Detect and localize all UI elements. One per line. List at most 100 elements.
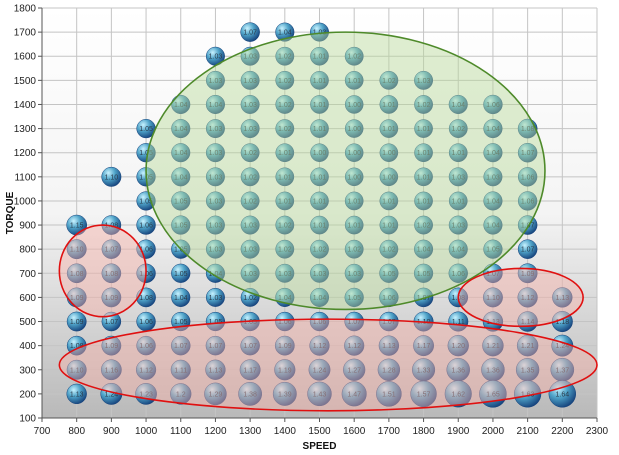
bubble-value-label: 1.06 [139, 319, 153, 326]
y-tick-label: 800 [19, 245, 36, 256]
bubble-value-label: 1.13 [382, 343, 396, 350]
x-tick-label: 1500 [308, 426, 331, 437]
bubble-value-label: 1.03 [209, 174, 223, 181]
bubble-value-label: 1.04 [486, 223, 500, 230]
bubble-value-label: 1.07 [243, 343, 257, 350]
bubble-value-label: 1.04 [486, 126, 500, 133]
bubble [240, 215, 260, 235]
bubble-value-label: 1.02 [417, 102, 431, 109]
bubble [171, 143, 191, 163]
bubble-value-label: 1.01 [347, 198, 361, 205]
bubble-value-label: 1.20 [451, 343, 465, 350]
bubble-value-label: 1.05 [174, 198, 188, 205]
red-highlight-ellipse [58, 224, 147, 318]
bubble-value-label: 1.43 [313, 391, 327, 398]
bubble-value-label: 1.17 [243, 367, 257, 374]
bubble-value-label: 1.35 [521, 367, 535, 374]
green-highlight-ellipse [145, 31, 546, 311]
bubble-value-label: 1.03 [209, 295, 223, 302]
bubble [310, 95, 329, 114]
bubble-value-label: 1.03 [209, 54, 223, 61]
bubble-value-label: 1.02 [278, 54, 292, 61]
bubble [309, 335, 330, 356]
bubble [205, 119, 225, 139]
bubble [379, 70, 399, 90]
bubble-value-label: 1.06 [486, 102, 500, 109]
bubble-value-label: 1.24 [556, 343, 570, 350]
bubble [344, 335, 365, 356]
x-tick-label: 1700 [378, 426, 401, 437]
bubble-value-label: 1.2 [176, 391, 186, 398]
x-tick-label: 1900 [447, 426, 470, 437]
bubble [275, 239, 295, 259]
bubble-value-label: 1.00 [347, 150, 361, 157]
bubble [170, 383, 192, 405]
bubble [552, 287, 573, 308]
bubble-value-label: 1.01 [313, 174, 327, 181]
bubble [482, 311, 504, 332]
bubble-value-label: 1.05 [243, 319, 257, 326]
bubble [310, 191, 329, 211]
bubble [309, 287, 330, 307]
bubble [274, 359, 296, 381]
bubble-value-label: 1.37 [556, 367, 570, 374]
bubble-value-label: 1.02 [382, 247, 396, 254]
bubble [240, 70, 260, 90]
bubble [310, 71, 329, 90]
bubble [66, 359, 87, 380]
bubble-value-label: 1.07 [521, 247, 535, 254]
bubble [310, 143, 329, 162]
bubble-value-label: 1.00 [382, 150, 396, 157]
bubble-value-label: 1.02 [278, 102, 292, 109]
bubble [66, 239, 87, 260]
bubble-value-label: 1.16 [105, 367, 119, 374]
bubble [448, 215, 468, 235]
bubble-value-label: 1.04 [278, 30, 292, 37]
bubble-value-label: 1.04 [174, 102, 188, 109]
bubble-value-label: 1.04 [451, 247, 465, 254]
bubble [378, 335, 400, 356]
y-tick-label: 1400 [14, 100, 37, 111]
bubble [66, 383, 87, 405]
bubble-value-label: 1.01 [313, 102, 327, 109]
bubble [275, 119, 295, 138]
x-tick-label: 1200 [204, 426, 227, 437]
bubble [517, 239, 538, 259]
bubble-value-label: 1.64 [556, 391, 570, 398]
bubble [344, 287, 364, 308]
bubble-value-label: 1.04 [174, 174, 188, 181]
bubble [101, 287, 122, 308]
bubble-value-label: 1.08 [105, 271, 119, 278]
bubble [66, 311, 87, 332]
bubble [514, 380, 542, 408]
x-tick-label: 1100 [170, 426, 192, 437]
bubble-value-label: 1.08 [139, 295, 153, 302]
bubble [171, 119, 191, 139]
bubble-value-label: 1.01 [451, 198, 465, 205]
bubble [171, 215, 191, 235]
bubble-value-label: 1.09 [105, 295, 119, 302]
bubble [483, 191, 503, 211]
bubble [240, 191, 260, 211]
bubble-value-label: 1.01 [278, 174, 292, 181]
red-highlight-ellipse [58, 318, 598, 412]
bubble-value-label: 1.07 [105, 319, 119, 326]
bubble-value-label: 1.01 [417, 150, 431, 157]
y-tick-label: 1800 [14, 4, 37, 15]
bubble-value-label: 1.51 [382, 391, 396, 398]
bubble-value-label: 1.06 [139, 247, 153, 254]
bubble-value-label: 1.39 [278, 391, 292, 398]
y-tick-label: 1500 [14, 76, 37, 87]
bubble-value-label: 1.05 [417, 271, 431, 278]
bubble [377, 358, 401, 381]
bubble-value-label: 1.05 [486, 247, 500, 254]
bubble [205, 215, 225, 235]
bubble [517, 191, 538, 211]
bubble [379, 311, 399, 332]
bubble-value-label: 1.05 [174, 319, 188, 326]
bubble-value-label: 1.21 [521, 343, 535, 350]
bubble-value-label: 1.01 [313, 223, 327, 230]
bubble [238, 382, 263, 406]
bubble [379, 119, 399, 138]
bubble [310, 263, 329, 283]
